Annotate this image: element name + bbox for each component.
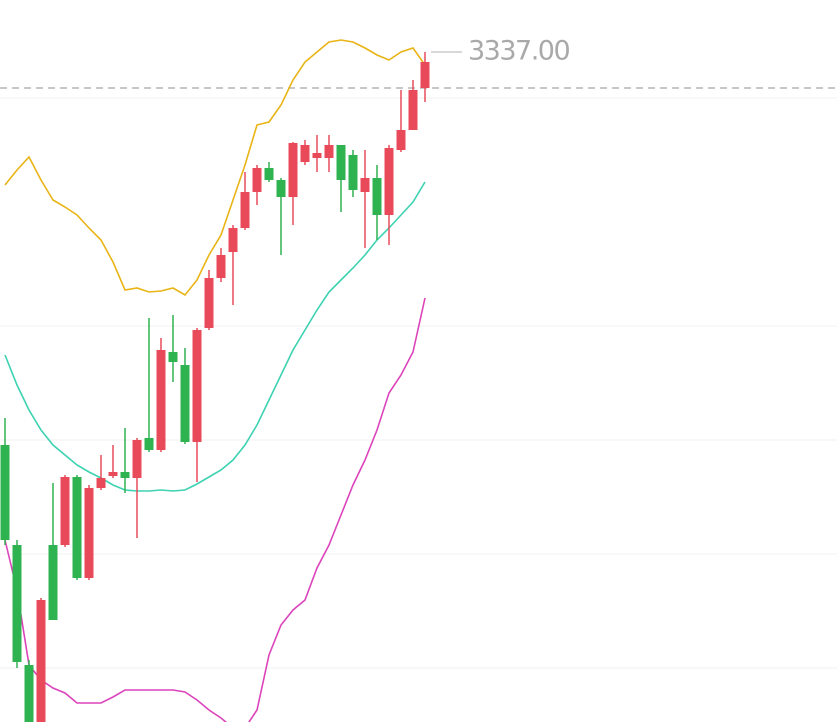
- candle-body: [288, 143, 298, 197]
- candle-body: [396, 130, 406, 150]
- band-line: [4, 297, 426, 722]
- candle-body: [384, 148, 394, 215]
- candle-body: [24, 665, 34, 722]
- candle-body: [144, 438, 154, 450]
- candle-body: [60, 477, 70, 545]
- candle-body: [348, 155, 358, 190]
- candle-body: [72, 477, 82, 578]
- candle-body: [96, 478, 106, 488]
- candle-body: [0, 445, 10, 540]
- candle-body: [168, 352, 178, 362]
- candle-body: [372, 178, 382, 215]
- candle-body: [12, 545, 22, 662]
- candle-body: [300, 145, 310, 162]
- candle-body: [84, 488, 94, 578]
- candle-body: [324, 145, 334, 158]
- high-marker-label: 3337.00: [468, 36, 569, 67]
- candle-body: [408, 90, 418, 130]
- candle-body: [156, 350, 166, 450]
- candle-body: [216, 255, 226, 278]
- candle-body: [276, 180, 286, 197]
- candle-body: [132, 440, 142, 478]
- candle-body: [252, 168, 262, 192]
- candle-body: [360, 178, 370, 192]
- candle-body: [108, 472, 118, 476]
- candle-body: [228, 228, 238, 252]
- candle-body: [48, 545, 58, 620]
- band-line: [4, 39, 426, 297]
- candle-body: [192, 330, 202, 442]
- candle-body: [240, 192, 250, 228]
- candle-body: [336, 145, 346, 180]
- candle-body: [36, 600, 46, 722]
- candle-body: [204, 278, 214, 328]
- candle-body: [312, 153, 322, 158]
- candle-body: [264, 168, 274, 180]
- candle-body: [180, 365, 190, 442]
- candle-body: [420, 62, 430, 88]
- candle-body: [120, 472, 130, 478]
- band-line: [4, 181, 426, 492]
